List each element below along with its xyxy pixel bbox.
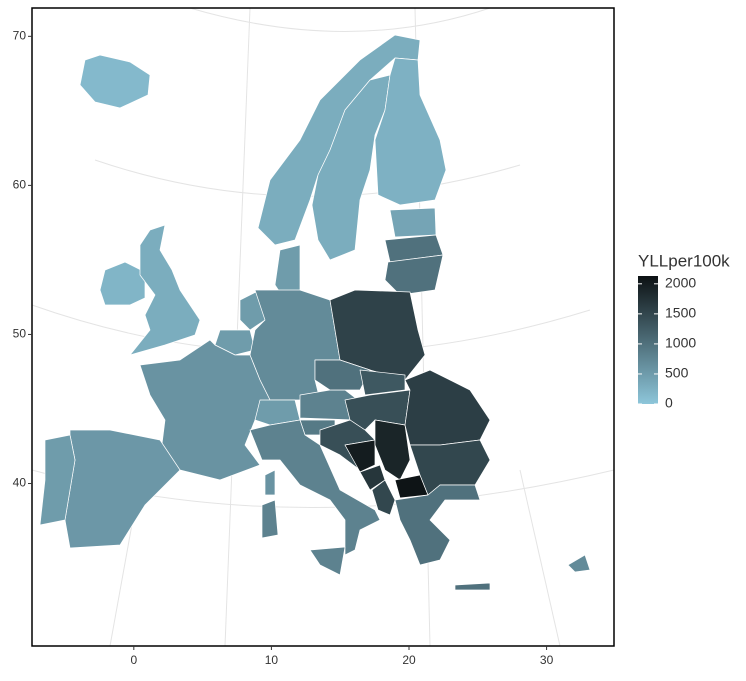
region: [389, 207, 437, 238]
region: [129, 224, 201, 356]
region: [261, 499, 279, 539]
regions: [39, 34, 591, 591]
x-tick-label: 10: [265, 653, 279, 667]
region: [384, 254, 444, 296]
y-tick-label: 40: [13, 476, 27, 490]
region: [311, 74, 391, 261]
colorbar: [638, 276, 658, 404]
region: [371, 479, 396, 516]
legend-tick-label: 2000: [665, 275, 696, 291]
region: [39, 434, 76, 526]
region: [249, 419, 381, 556]
region: [344, 439, 376, 473]
region: [329, 289, 426, 381]
region: [64, 429, 181, 549]
graticule-line: [519, 469, 561, 647]
region: [454, 582, 491, 591]
y-tick-label: 70: [13, 28, 27, 42]
region: [394, 484, 481, 566]
legend-tick-label: 500: [665, 365, 689, 381]
legend-tick-label: 1500: [665, 305, 696, 321]
panel-border: [31, 7, 615, 647]
legend-tick-label: 1000: [665, 335, 696, 351]
legend-tick-label: 0: [665, 395, 673, 411]
region: [404, 369, 491, 446]
legend-title: YLLper100k: [638, 251, 730, 270]
graticule-line: [224, 7, 251, 647]
x-tick-label: 20: [402, 653, 416, 667]
region: [214, 329, 256, 356]
region: [359, 369, 406, 396]
region: [567, 554, 591, 573]
y-tick-label: 50: [13, 327, 27, 341]
region: [264, 469, 276, 496]
y-tick-label: 60: [13, 178, 27, 192]
x-tick-label: 30: [540, 653, 554, 667]
region: [99, 261, 146, 306]
region: [309, 546, 346, 576]
x-tick-label: 0: [130, 653, 137, 667]
region: [314, 359, 371, 391]
region: [374, 57, 447, 206]
graticule-line: [189, 7, 491, 32]
region: [79, 54, 151, 109]
